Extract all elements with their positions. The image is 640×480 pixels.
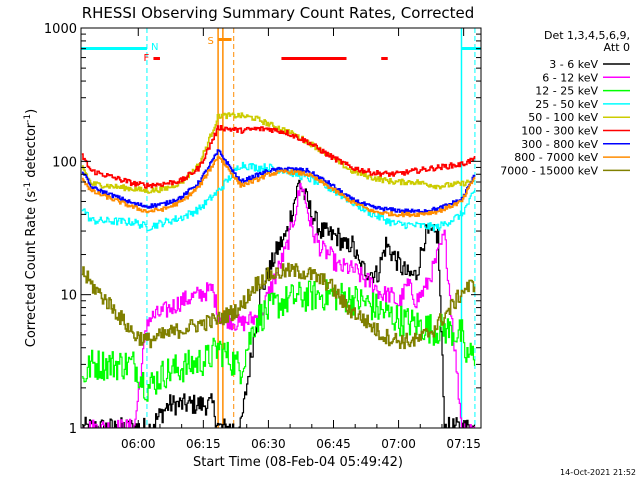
legend-label-5: 100 - 300 keV bbox=[521, 125, 598, 138]
night-flag-segment-0 bbox=[81, 47, 147, 50]
legend-header-detectors: Det 1,3,4,5,6,9, bbox=[544, 29, 630, 42]
legend-label-3: 25 - 50 keV bbox=[535, 98, 598, 111]
y-tick-label-2: 100 bbox=[52, 155, 77, 170]
x-tick-label-4: 07:00 bbox=[381, 437, 416, 451]
saa-flag-segment-0 bbox=[218, 38, 232, 41]
x-tick-label-1: 06:15 bbox=[186, 437, 221, 451]
y-axis-ticks: 1 10 100 1000 bbox=[44, 22, 481, 437]
series-line-7 bbox=[81, 156, 476, 218]
flare-flag-segment-2 bbox=[381, 57, 388, 60]
x-axis-label: Start Time (08-Feb-04 05:49:42) bbox=[193, 455, 403, 470]
series-lines bbox=[81, 112, 476, 428]
legend-label-1: 6 - 12 keV bbox=[542, 71, 598, 84]
y-tick-label-3: 1000 bbox=[44, 22, 77, 37]
legend-label-8: 7000 - 15000 keV bbox=[500, 164, 598, 177]
legend-label-2: 12 - 25 keV bbox=[535, 85, 598, 98]
flag-bars: NF S bbox=[81, 36, 481, 64]
series-line-8 bbox=[81, 262, 476, 350]
saa-flag-label: S bbox=[208, 36, 214, 47]
legend-label-6: 300 - 800 keV bbox=[521, 138, 598, 151]
series-line-1 bbox=[81, 182, 476, 428]
render-timestamp: 14-Oct-2021 21:52 bbox=[560, 468, 636, 477]
series-line-6 bbox=[81, 149, 476, 214]
night-flag-segment-1 bbox=[461, 47, 481, 50]
x-tick-label-3: 06:45 bbox=[316, 437, 351, 451]
x-tick-label-2: 06:30 bbox=[251, 437, 286, 451]
legend-label-7: 800 - 7000 keV bbox=[514, 151, 598, 164]
plot-frame bbox=[80, 27, 482, 429]
series-line-4 bbox=[81, 112, 476, 194]
series-line-2 bbox=[81, 279, 476, 402]
flare-flag-label: F bbox=[143, 53, 149, 64]
series-line-5 bbox=[81, 125, 476, 189]
legend-label-4: 50 - 100 keV bbox=[528, 111, 598, 124]
flare-flag-segment-1 bbox=[281, 57, 347, 60]
legend-label-0: 3 - 6 keV bbox=[549, 58, 598, 71]
y-tick-label-1: 10 bbox=[60, 289, 77, 304]
series-line-3 bbox=[81, 161, 476, 232]
chart-title: RHESSI Observing Summary Count Rates, Co… bbox=[82, 4, 475, 22]
series-line-0 bbox=[81, 179, 476, 428]
y-axis-label: Corrected Count Rate (s-1 detector-1) bbox=[23, 109, 39, 347]
legend-header-attenuator: Att 0 bbox=[604, 41, 630, 54]
flare-flag-segment-0 bbox=[153, 57, 160, 60]
x-tick-label-5: 07:15 bbox=[446, 437, 481, 451]
y-tick-label-0: 1 bbox=[69, 422, 77, 437]
x-axis-ticks: 06:00 06:15 06:30 06:45 07:00 07:15 bbox=[116, 28, 481, 451]
night-flag-label: N bbox=[151, 42, 158, 53]
x-tick-label-0: 06:00 bbox=[121, 437, 156, 451]
